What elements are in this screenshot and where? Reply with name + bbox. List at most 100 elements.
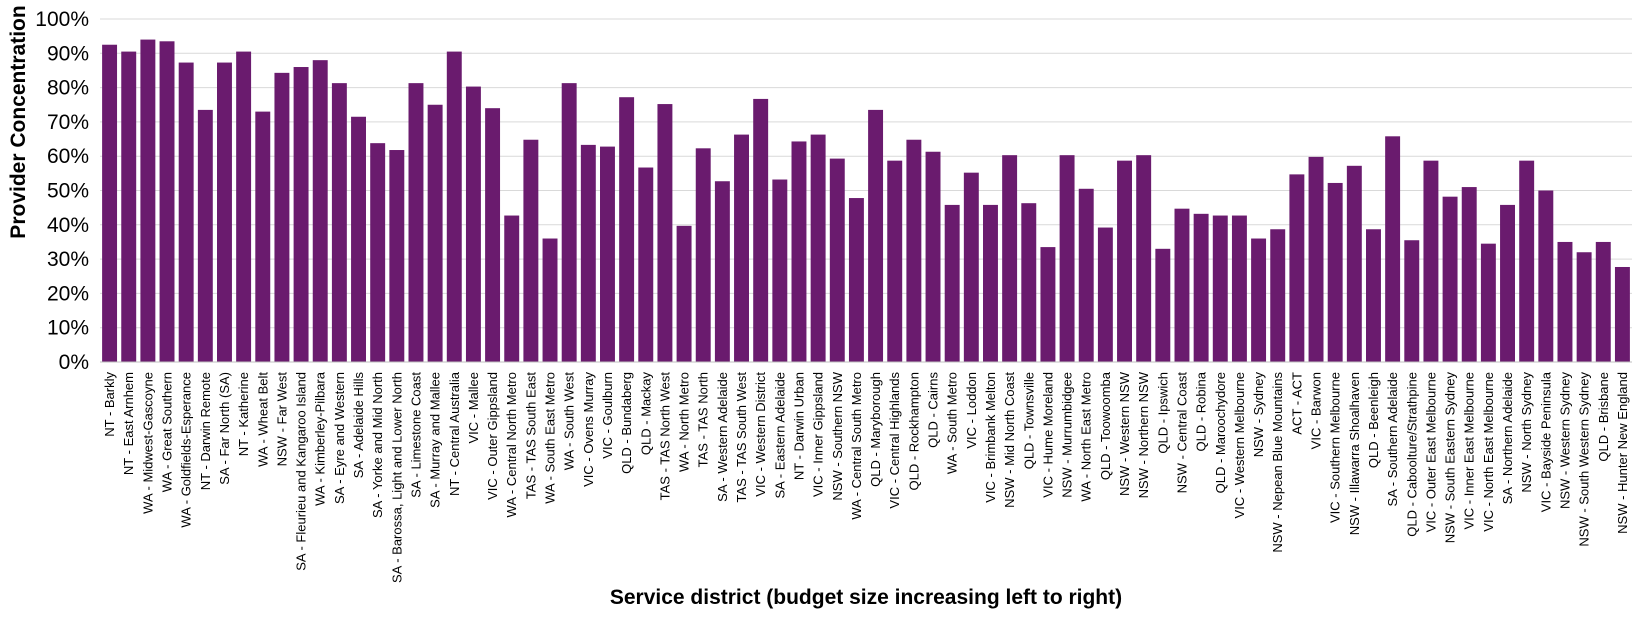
bar <box>485 108 501 363</box>
x-category-label: VIC - Outer East Melbourne <box>1423 372 1438 532</box>
bar <box>1040 247 1056 362</box>
x-category-label: VIC - Brimbank Melton <box>983 372 998 503</box>
bar <box>848 198 864 362</box>
y-tick-label: 80% <box>47 77 89 100</box>
x-category-label: SA - Southern Adelaide <box>1385 372 1400 506</box>
bar <box>1078 188 1094 362</box>
x-category-label: QLD - Rockhampton <box>906 372 921 491</box>
bar <box>178 62 194 362</box>
bar <box>944 204 960 362</box>
x-category-label: WA - South East Metro <box>543 372 558 504</box>
y-axis-ticks: 0% 10% 20% 30% 40% 50% 60% 70% 80% 90% 100% <box>35 8 89 374</box>
bar <box>1117 160 1132 362</box>
bar <box>1308 156 1324 362</box>
bar <box>197 109 213 363</box>
x-category-label: SA - Fleurieu and Kangaroo Island <box>294 372 309 571</box>
x-category-label: QLD - Robina <box>1194 371 1209 451</box>
x-category-label: NSW - Western Sydney <box>1557 372 1572 510</box>
x-category-label: QLD - Townsville <box>1021 372 1036 469</box>
bar <box>963 172 979 362</box>
x-axis-title: Service district (budget size increasing… <box>610 586 1122 609</box>
x-category-label: NSW - Mid North Coast <box>1002 372 1017 508</box>
x-category-label: QLD - Ipswich <box>1155 372 1170 454</box>
bar <box>1595 241 1611 362</box>
bar <box>140 39 156 362</box>
x-category-label: WA - North East Metro <box>1079 372 1094 502</box>
x-category-label: WA - Central North Metro <box>504 372 519 517</box>
bar <box>1366 229 1381 362</box>
bar <box>1538 190 1554 362</box>
x-category-label: NT - Darwin Remote <box>198 372 213 490</box>
x-category-label: SA - Barossa, Light and Lower North <box>389 372 404 583</box>
x-axis-category-labels: NT - Barkly NT - East Arnhem WA - Midwest-… <box>102 371 1630 583</box>
bar <box>1059 155 1075 362</box>
x-category-label: TAS - TAS North West <box>657 372 672 501</box>
x-category-label: QLD - Beenleigh <box>1366 372 1381 468</box>
x-category-label: NSW - Northern NSW <box>1136 371 1151 498</box>
bar <box>389 150 405 362</box>
x-category-label: NSW - Central Coast <box>1174 372 1189 494</box>
x-category-label: SA - Yorke and Mid North <box>370 372 385 518</box>
bar <box>446 51 462 363</box>
bar <box>1480 243 1496 362</box>
bar <box>810 134 826 362</box>
x-category-label: VIC - Bayside Peninsula <box>1538 371 1553 512</box>
x-category-label: QLD - Toowoomba <box>1098 371 1113 480</box>
x-category-label: TAS - TAS North <box>696 372 711 467</box>
x-category-label: QLD - Brisbane <box>1596 372 1611 462</box>
y-tick-label: 90% <box>47 42 89 65</box>
bar <box>906 139 922 362</box>
x-category-label: WA - Midwest-Gascoyne <box>140 372 155 514</box>
x-category-label: VIC - Goulburn <box>600 372 615 459</box>
x-category-label: VIC - Hume Moreland <box>1040 372 1055 498</box>
bar <box>1404 240 1420 362</box>
x-category-label: NSW - Murrumbidgee <box>1060 372 1075 498</box>
bar <box>408 83 424 363</box>
bar <box>1576 252 1592 362</box>
bar <box>1251 238 1267 362</box>
x-category-label: VIC - Central Highlands <box>887 372 902 509</box>
bar <box>1614 266 1630 362</box>
bar <box>580 144 596 362</box>
bar <box>695 148 711 362</box>
bar <box>1346 165 1362 362</box>
bar <box>1021 203 1037 362</box>
x-category-label: SA - Limestone Coast <box>408 372 423 498</box>
x-category-label: NT - Barkly <box>102 372 117 437</box>
x-category-label: NT - Katherine <box>236 372 251 456</box>
x-category-label: NSW - Illawarra Shoalhaven <box>1347 372 1362 535</box>
x-category-label: NSW - Far West <box>274 372 289 467</box>
x-category-label: NSW - Sydney <box>1251 372 1266 458</box>
x-category-label: VIC - Western Melbourne <box>1232 372 1247 518</box>
bar <box>1442 196 1458 362</box>
bar <box>600 146 615 362</box>
bar <box>1155 248 1171 362</box>
y-tick-label: 60% <box>47 145 89 168</box>
x-category-label: SA - Eyre and Western <box>332 372 347 504</box>
x-category-label: VIC - Loddon <box>964 372 979 449</box>
y-axis-title: Provider Concentration <box>7 5 30 238</box>
bar <box>1002 155 1018 362</box>
x-category-label: NT - Darwin Urban <box>791 372 806 480</box>
gridlines <box>100 18 1632 329</box>
x-category-label: WA - Kimberley-Pilbara <box>313 371 328 506</box>
x-category-label: QLD - Maroochydore <box>1213 372 1228 493</box>
bar <box>465 86 481 363</box>
bar <box>504 215 520 362</box>
bar <box>714 181 730 362</box>
x-category-label: NT - East Arnhem <box>121 372 136 475</box>
bar <box>561 83 577 363</box>
x-category-label: VIC - Inner Gippsland <box>811 372 826 497</box>
bar <box>1557 241 1573 362</box>
y-tick-label: 30% <box>47 248 89 271</box>
bar <box>1193 213 1209 362</box>
bar <box>925 151 941 362</box>
bar <box>1327 182 1343 362</box>
y-tick-label: 20% <box>47 282 89 305</box>
bar <box>829 158 845 362</box>
x-category-label: WA - North Metro <box>677 372 692 472</box>
bar <box>1270 229 1286 362</box>
bar <box>1423 160 1439 362</box>
bar <box>331 83 347 363</box>
